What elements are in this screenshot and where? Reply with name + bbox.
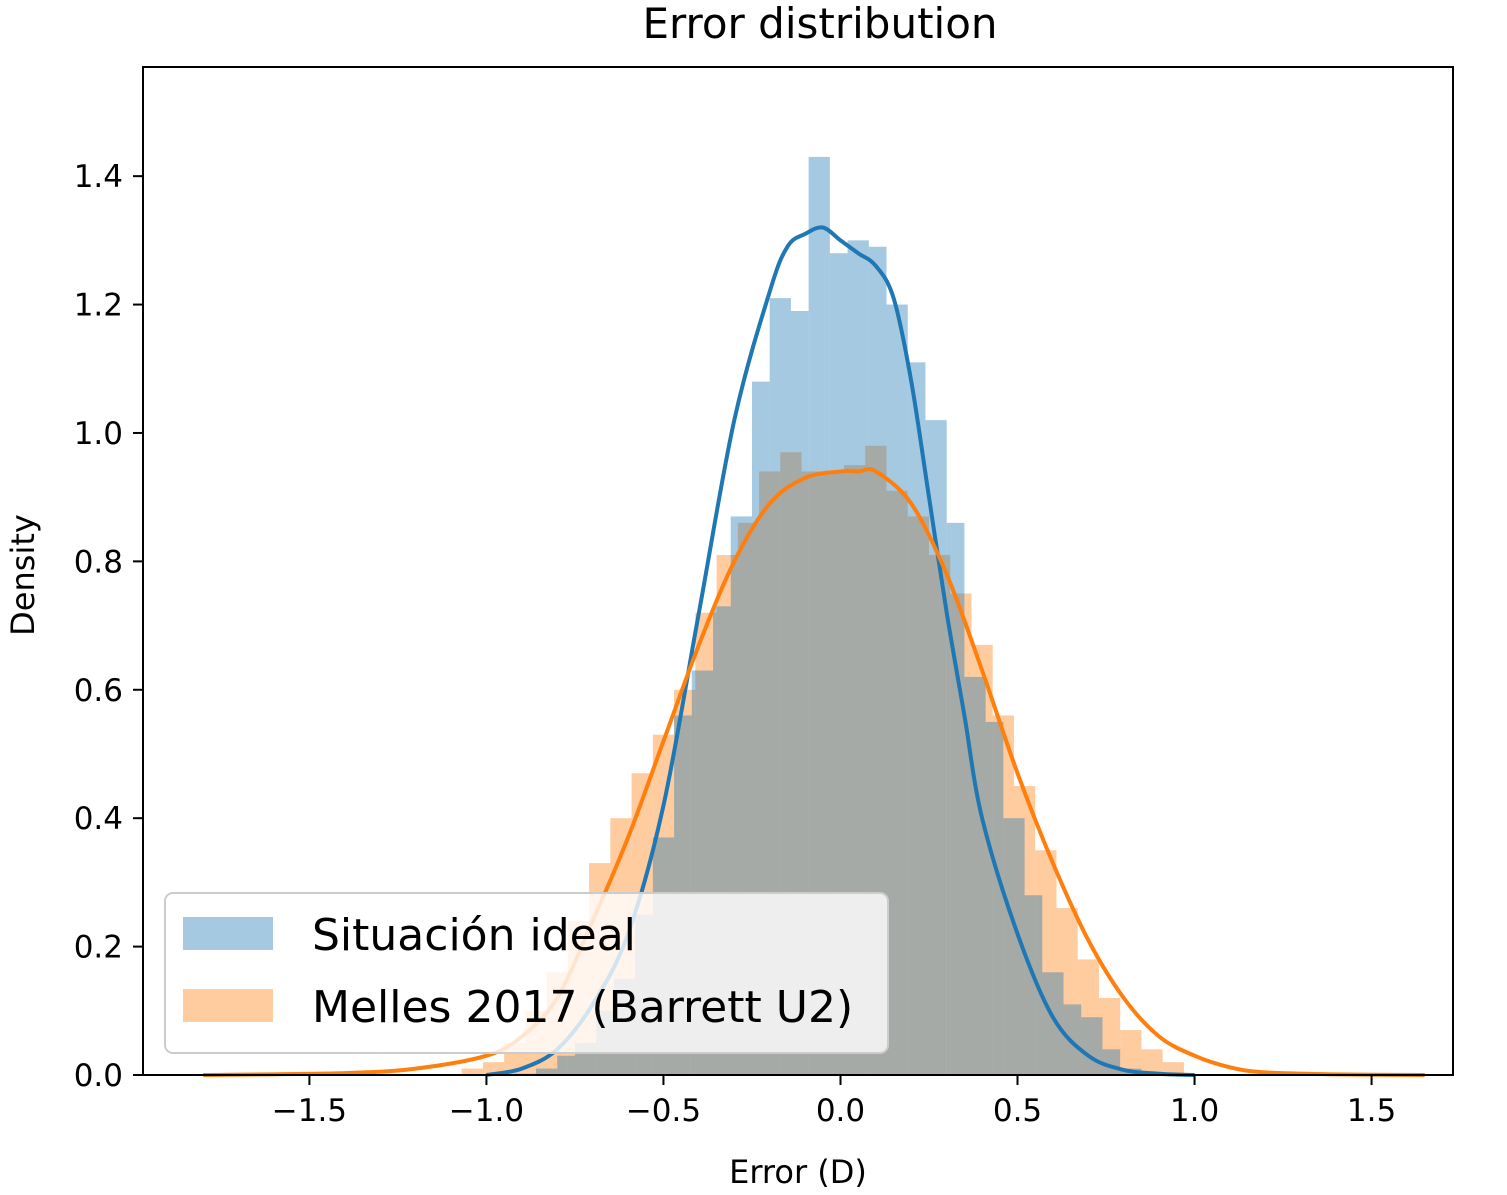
bar-melles-30 xyxy=(1098,997,1121,1075)
bar-melles-31 xyxy=(1120,1030,1142,1075)
bar-melles-32 xyxy=(1141,1049,1163,1075)
legend-swatch-melles xyxy=(183,989,273,1022)
bar-situacion-ideal-13 xyxy=(769,298,791,1075)
bar-melles-23 xyxy=(950,593,972,1075)
y-tick-label: 0.4 xyxy=(74,801,123,837)
bar-situacion-ideal-15 xyxy=(808,156,830,1075)
legend-swatch-situacion-ideal xyxy=(183,917,273,950)
x-tick-label: 0.0 xyxy=(816,1093,865,1129)
bar-situacion-ideal-28 xyxy=(1063,1004,1082,1075)
legend-label-situacion-ideal: Situación ideal xyxy=(312,910,636,961)
bar-melles-29 xyxy=(1077,959,1099,1075)
bar-situacion-ideal-24 xyxy=(985,721,1004,1075)
bar-situacion-ideal-29 xyxy=(1081,1017,1103,1075)
y-axis-ticks: 0.0 0.2 0.4 0.6 0.8 1.0 1.2 1.4 xyxy=(74,159,143,1094)
y-axis-label: Density xyxy=(4,514,42,636)
bar-melles-27 xyxy=(1035,850,1057,1075)
bar-melles-0 xyxy=(461,1068,483,1075)
bar-melles-24 xyxy=(971,644,993,1075)
bar-situacion-ideal-23 xyxy=(964,676,986,1075)
y-tick-label: 0.2 xyxy=(74,930,123,966)
bar-melles-26 xyxy=(1013,786,1036,1075)
y-tick-label: 0.6 xyxy=(74,673,123,709)
x-tick-label: −0.5 xyxy=(626,1093,701,1129)
bar-situacion-ideal-17 xyxy=(847,240,869,1075)
x-tick-label: −1.5 xyxy=(272,1093,347,1129)
bar-situacion-ideal-19 xyxy=(886,304,908,1075)
legend: Situación ideal Melles 2017 (Barrett U2) xyxy=(164,892,889,1054)
bar-situacion-ideal-1 xyxy=(536,1068,558,1075)
bar-situacion-ideal-27 xyxy=(1042,972,1064,1075)
y-tick-label: 0.0 xyxy=(74,1058,123,1094)
bar-melles-33 xyxy=(1162,1062,1184,1075)
x-tick-label: 1.0 xyxy=(1170,1093,1219,1129)
bar-situacion-ideal-30 xyxy=(1102,1049,1121,1075)
bar-melles-20 xyxy=(886,490,908,1075)
bar-situacion-ideal-18 xyxy=(868,246,887,1076)
bar-situacion-ideal-14 xyxy=(790,310,809,1076)
bar-melles-22 xyxy=(929,554,951,1075)
legend-box xyxy=(164,892,889,1054)
y-tick-label: 1.0 xyxy=(74,416,123,452)
chart-title: Error distribution xyxy=(642,0,997,48)
bar-situacion-ideal-20 xyxy=(907,362,926,1075)
bar-situacion-ideal-16 xyxy=(829,253,848,1075)
x-tick-label: 1.5 xyxy=(1347,1093,1396,1129)
y-tick-label: 0.8 xyxy=(74,544,123,580)
y-tick-label: 1.2 xyxy=(74,288,123,324)
plot-frame xyxy=(142,66,1454,1076)
x-axis-ticks: −1.5 −1.0 −0.5 0.0 0.5 1.0 1.5 xyxy=(272,1075,1396,1129)
y-tick-label: 1.4 xyxy=(74,159,123,195)
bar-situacion-ideal-2 xyxy=(557,1055,575,1075)
bar-situacion-ideal-25 xyxy=(1003,818,1025,1075)
bar-situacion-ideal-21 xyxy=(925,420,947,1075)
x-axis-label: Error (D) xyxy=(729,1153,867,1191)
bar-situacion-ideal-26 xyxy=(1024,895,1043,1075)
legend-label-melles: Melles 2017 (Barrett U2) xyxy=(312,982,853,1033)
x-tick-label: 0.5 xyxy=(993,1093,1042,1129)
bar-melles-21 xyxy=(907,516,929,1075)
kde-line-situacion-ideal xyxy=(486,225,1195,1077)
bar-situacion-ideal-22 xyxy=(946,522,965,1075)
x-tick-label: −1.0 xyxy=(449,1093,524,1129)
